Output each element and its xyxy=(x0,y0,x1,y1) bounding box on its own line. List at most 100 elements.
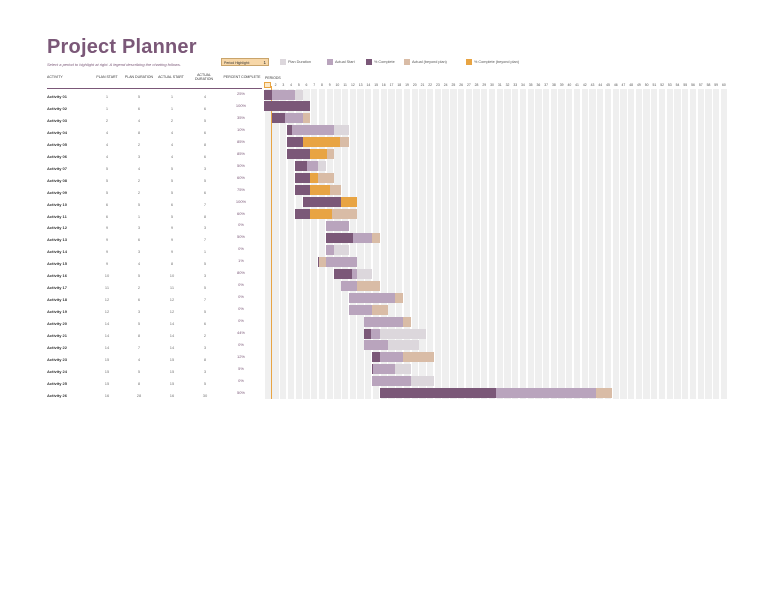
percent-complete-cell[interactable]: 44% xyxy=(236,330,245,335)
period-number[interactable]: 4 xyxy=(290,83,292,87)
activity-name[interactable]: Activity 16 xyxy=(47,273,68,279)
actual-duration-cell[interactable]: 7 xyxy=(203,237,207,243)
plan-start-cell[interactable]: 9 xyxy=(105,237,109,243)
period-column[interactable] xyxy=(388,89,395,399)
plan-start-cell[interactable]: 16 xyxy=(104,392,110,398)
percent-complete-cell[interactable]: 25% xyxy=(236,91,245,96)
period-column[interactable] xyxy=(419,89,426,399)
percent-complete-cell[interactable]: 0% xyxy=(238,318,244,324)
period-number[interactable]: 39 xyxy=(559,83,564,87)
actual-duration-cell[interactable]: 7 xyxy=(203,297,207,303)
period-number[interactable]: 17 xyxy=(389,83,394,87)
activity-name[interactable]: Activity 15 xyxy=(47,261,68,267)
plan-start-cell[interactable]: 4 xyxy=(105,129,109,135)
period-number[interactable]: 59 xyxy=(714,83,719,87)
plan-duration-cell[interactable]: 3 xyxy=(137,225,141,231)
period-number[interactable]: 3 xyxy=(282,83,285,87)
actual-start-cell[interactable]: 5 xyxy=(170,177,174,183)
actual-duration-cell[interactable]: 5 xyxy=(203,285,207,291)
plan-duration-cell[interactable]: 5 xyxy=(137,321,141,327)
plan-duration-cell[interactable]: 6 xyxy=(137,105,141,111)
period-number[interactable]: 7 xyxy=(313,83,316,87)
period-number[interactable]: 8 xyxy=(321,83,323,87)
plan-duration-cell[interactable]: 4 xyxy=(137,356,141,362)
activity-name[interactable]: Activity 13 xyxy=(47,237,68,243)
period-number[interactable]: 32 xyxy=(505,83,510,87)
plan-start-cell[interactable]: 15 xyxy=(104,380,110,386)
actual-start-cell[interactable]: 4 xyxy=(170,141,174,147)
period-number[interactable]: 31 xyxy=(497,83,502,87)
plan-duration-cell[interactable]: 7 xyxy=(137,344,141,350)
plan-start-cell[interactable]: 11 xyxy=(104,285,110,291)
plan-start-cell[interactable]: 14 xyxy=(104,321,110,327)
period-column[interactable] xyxy=(620,89,627,399)
period-column[interactable] xyxy=(504,89,511,399)
period-number[interactable]: 53 xyxy=(667,83,672,87)
activity-name[interactable]: Activity 04 xyxy=(47,129,68,135)
plan-duration-cell[interactable]: 6 xyxy=(137,237,141,243)
period-number[interactable]: 14 xyxy=(366,83,371,87)
actual-duration-cell[interactable]: 3 xyxy=(203,273,207,279)
period-column[interactable] xyxy=(612,89,619,399)
percent-complete-cell[interactable]: 0% xyxy=(238,222,244,228)
period-column[interactable] xyxy=(427,89,434,399)
period-column[interactable] xyxy=(272,89,279,399)
period-column[interactable] xyxy=(519,89,527,399)
period-column[interactable] xyxy=(365,89,372,399)
activity-name[interactable]: Activity 06 xyxy=(47,153,68,159)
period-column[interactable] xyxy=(666,89,673,399)
actual-duration-cell[interactable]: 4 xyxy=(203,94,207,99)
actual-start-cell[interactable]: 15 xyxy=(169,380,175,386)
plan-duration-cell[interactable]: 4 xyxy=(137,117,141,123)
plan-start-cell[interactable]: 5 xyxy=(105,165,109,171)
plan-duration-cell[interactable]: 3 xyxy=(137,153,141,159)
activity-name[interactable]: Activity 26 xyxy=(47,392,68,398)
period-number[interactable]: 45 xyxy=(606,83,610,87)
period-column[interactable] xyxy=(450,89,457,399)
percent-complete-cell[interactable]: 60% xyxy=(236,174,245,180)
period-number[interactable]: 49 xyxy=(637,83,641,87)
period-column[interactable] xyxy=(643,89,650,399)
period-number[interactable]: 12 xyxy=(350,83,355,87)
actual-start-cell[interactable]: 12 xyxy=(169,297,175,303)
period-number[interactable]: 5 xyxy=(297,83,300,87)
percent-complete-cell[interactable]: 60% xyxy=(236,210,245,216)
plan-start-cell[interactable]: 2 xyxy=(105,117,109,123)
activity-name[interactable]: Activity 21 xyxy=(47,333,68,338)
period-number[interactable]: 47 xyxy=(621,83,626,87)
period-column[interactable] xyxy=(589,89,596,399)
period-number[interactable]: 33 xyxy=(513,83,518,87)
plan-duration-cell[interactable]: 4 xyxy=(137,261,141,267)
period-column[interactable] xyxy=(566,89,573,399)
plan-start-cell[interactable]: 10 xyxy=(104,273,110,279)
period-number[interactable]: 43 xyxy=(590,83,595,87)
period-number[interactable]: 52 xyxy=(660,83,664,87)
period-column[interactable] xyxy=(573,89,581,399)
activity-name[interactable]: Activity 05 xyxy=(47,141,68,147)
actual-start-cell[interactable]: 14 xyxy=(169,344,175,350)
period-column[interactable] xyxy=(604,89,612,399)
period-number[interactable]: 48 xyxy=(629,83,634,87)
percent-complete-cell[interactable]: 50% xyxy=(236,234,245,240)
period-column[interactable] xyxy=(303,89,310,399)
plan-duration-cell[interactable]: 3 xyxy=(137,309,141,315)
actual-duration-cell[interactable]: 2 xyxy=(203,333,207,338)
period-column[interactable] xyxy=(705,89,712,399)
period-column[interactable] xyxy=(380,89,387,399)
period-column[interactable] xyxy=(434,89,442,399)
period-number[interactable]: 27 xyxy=(466,83,471,87)
actual-duration-cell[interactable]: 6 xyxy=(203,153,207,159)
plan-duration-cell[interactable]: 2 xyxy=(137,177,141,183)
actual-start-cell[interactable]: 8 xyxy=(170,261,174,267)
actual-start-cell[interactable]: 5 xyxy=(170,213,174,219)
period-number[interactable]: 55 xyxy=(683,83,688,87)
activity-name[interactable]: Activity 17 xyxy=(47,285,68,291)
period-column[interactable] xyxy=(697,89,704,399)
percent-complete-cell[interactable]: 85% xyxy=(236,150,245,156)
plan-start-cell[interactable]: 1 xyxy=(105,94,109,99)
activity-name[interactable]: Activity 03 xyxy=(47,117,68,123)
period-column[interactable] xyxy=(334,89,341,399)
period-column[interactable] xyxy=(280,89,287,399)
period-column[interactable] xyxy=(689,89,697,399)
plan-duration-cell[interactable]: 5 xyxy=(137,368,141,374)
